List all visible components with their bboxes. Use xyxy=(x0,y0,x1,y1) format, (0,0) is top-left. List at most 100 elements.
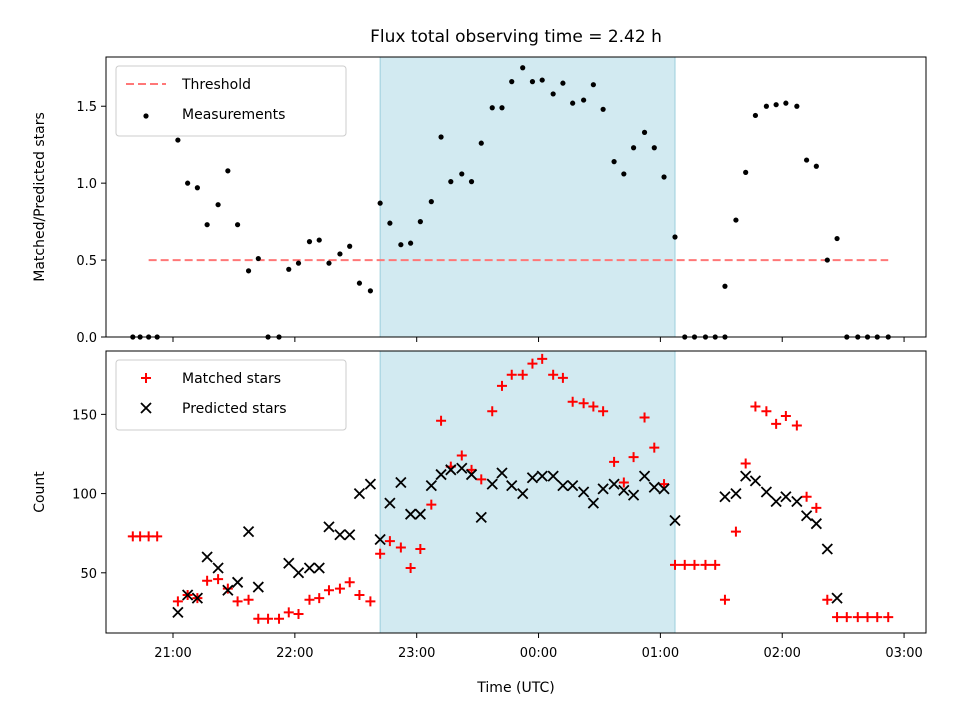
top-y-tick-label: 0.0 xyxy=(76,331,97,346)
bottom-axes-frame xyxy=(105,350,927,634)
matched-star-point xyxy=(334,583,345,594)
predicted-star-point xyxy=(252,581,264,593)
matched-star-point xyxy=(710,559,721,570)
measurement-point xyxy=(641,129,648,135)
matched-star-point xyxy=(841,612,852,623)
matched-star-point xyxy=(222,583,233,594)
measurement-point xyxy=(794,103,800,109)
measurement-point xyxy=(752,112,759,119)
measurement-point xyxy=(824,257,830,263)
top-observing-span xyxy=(379,56,676,338)
bottom-y-tick-label: 50 xyxy=(80,567,97,582)
measurement-point xyxy=(326,260,332,266)
predicted-star-point xyxy=(486,478,498,490)
measurement-point xyxy=(611,159,617,165)
top-legend: Threshold Measurements xyxy=(115,65,347,137)
measurement-point xyxy=(255,255,261,262)
predicted-star-point xyxy=(435,468,447,481)
matched-star-point xyxy=(527,358,538,369)
measurement-point xyxy=(234,222,241,228)
measurement-point xyxy=(408,240,414,246)
matched-star-point xyxy=(375,548,386,559)
matched-star-point xyxy=(405,563,416,574)
measurement-point xyxy=(347,243,353,249)
measurement-point xyxy=(651,145,657,151)
matched-star-point xyxy=(791,420,802,431)
measurement-point xyxy=(398,242,404,248)
predicted-star-point xyxy=(475,511,487,523)
predicted-star-point xyxy=(526,472,539,484)
measurement-point xyxy=(509,79,515,85)
predicted-star-point xyxy=(323,521,335,533)
matched-star-point xyxy=(293,608,304,619)
matched-star-point xyxy=(506,369,517,380)
matched-star-point xyxy=(730,526,741,537)
predicted-star-point xyxy=(364,478,377,490)
matched-star-point xyxy=(822,594,833,605)
predicted-star-point xyxy=(536,470,548,482)
top-legend-box xyxy=(115,65,347,137)
matched-star-point xyxy=(761,406,772,417)
predicted-star-point xyxy=(303,562,316,574)
matched-star-point xyxy=(415,544,426,555)
predicted-star-point xyxy=(313,562,325,574)
matched-star-point xyxy=(548,369,559,380)
predicted-star-point xyxy=(780,491,792,503)
predicted-star-point xyxy=(730,487,742,500)
predicted-star-point xyxy=(292,567,305,579)
matched-star-point xyxy=(496,380,507,391)
matched-star-point xyxy=(436,415,447,426)
bottom-y-tick-label: 150 xyxy=(72,408,97,423)
matched-star-point xyxy=(274,613,285,624)
predicted-star-point xyxy=(201,551,213,563)
measurement-point xyxy=(337,251,343,257)
matched-star-point xyxy=(135,531,146,542)
matched-star-point xyxy=(801,491,812,502)
measurement-point xyxy=(204,222,210,228)
predicted-star-point xyxy=(810,518,822,530)
matched-star-point xyxy=(202,575,213,586)
matched-star-point xyxy=(679,559,690,570)
measurement-point xyxy=(813,163,819,169)
predicted-star-point xyxy=(445,464,457,476)
matched-star-point xyxy=(578,398,589,409)
matched-star-point xyxy=(143,531,154,542)
measurement-point xyxy=(478,140,484,146)
matched-star-point xyxy=(213,574,224,585)
matched-star-point xyxy=(537,353,548,364)
predicted-star-point xyxy=(740,470,752,482)
measurement-point xyxy=(672,234,678,240)
measurement-point xyxy=(803,157,810,163)
predicted-star-point xyxy=(577,486,590,498)
measurement-point xyxy=(570,100,576,106)
measurement-point xyxy=(834,235,840,242)
measurement-point xyxy=(245,268,252,274)
predicted-star-point xyxy=(404,508,417,520)
predicted-star-point xyxy=(496,467,508,479)
measurement-point xyxy=(722,283,728,289)
matched-star-point xyxy=(689,559,700,570)
measurement-point xyxy=(529,79,536,85)
measurement-point xyxy=(367,288,373,294)
top-y-tick-label: 1.5 xyxy=(76,100,97,115)
x-tick-label: 21:00 xyxy=(154,646,191,661)
bottom-y-tick-label: 100 xyxy=(72,488,97,503)
matched-star-point xyxy=(883,612,894,623)
measurement-point xyxy=(194,185,200,191)
predicted-star-point xyxy=(283,557,295,569)
matched-star-point xyxy=(232,596,243,607)
predicted-star-point xyxy=(791,495,803,508)
matched-star-point xyxy=(263,613,274,624)
bottom-legend: Matched stars Predicted stars xyxy=(115,359,347,431)
matched-star-point xyxy=(304,594,315,605)
matched-star-point xyxy=(253,613,264,624)
x-tick-label: 03:00 xyxy=(885,646,922,661)
x-tick-label: 02:00 xyxy=(763,646,800,661)
measurement-point xyxy=(581,97,587,103)
measurement-point xyxy=(661,174,667,180)
matched-star-point xyxy=(243,594,254,605)
predicted-star-point xyxy=(749,475,762,487)
matched-star-point xyxy=(588,401,599,412)
predicted-star-point xyxy=(374,533,386,546)
predicted-star-point xyxy=(567,480,579,492)
